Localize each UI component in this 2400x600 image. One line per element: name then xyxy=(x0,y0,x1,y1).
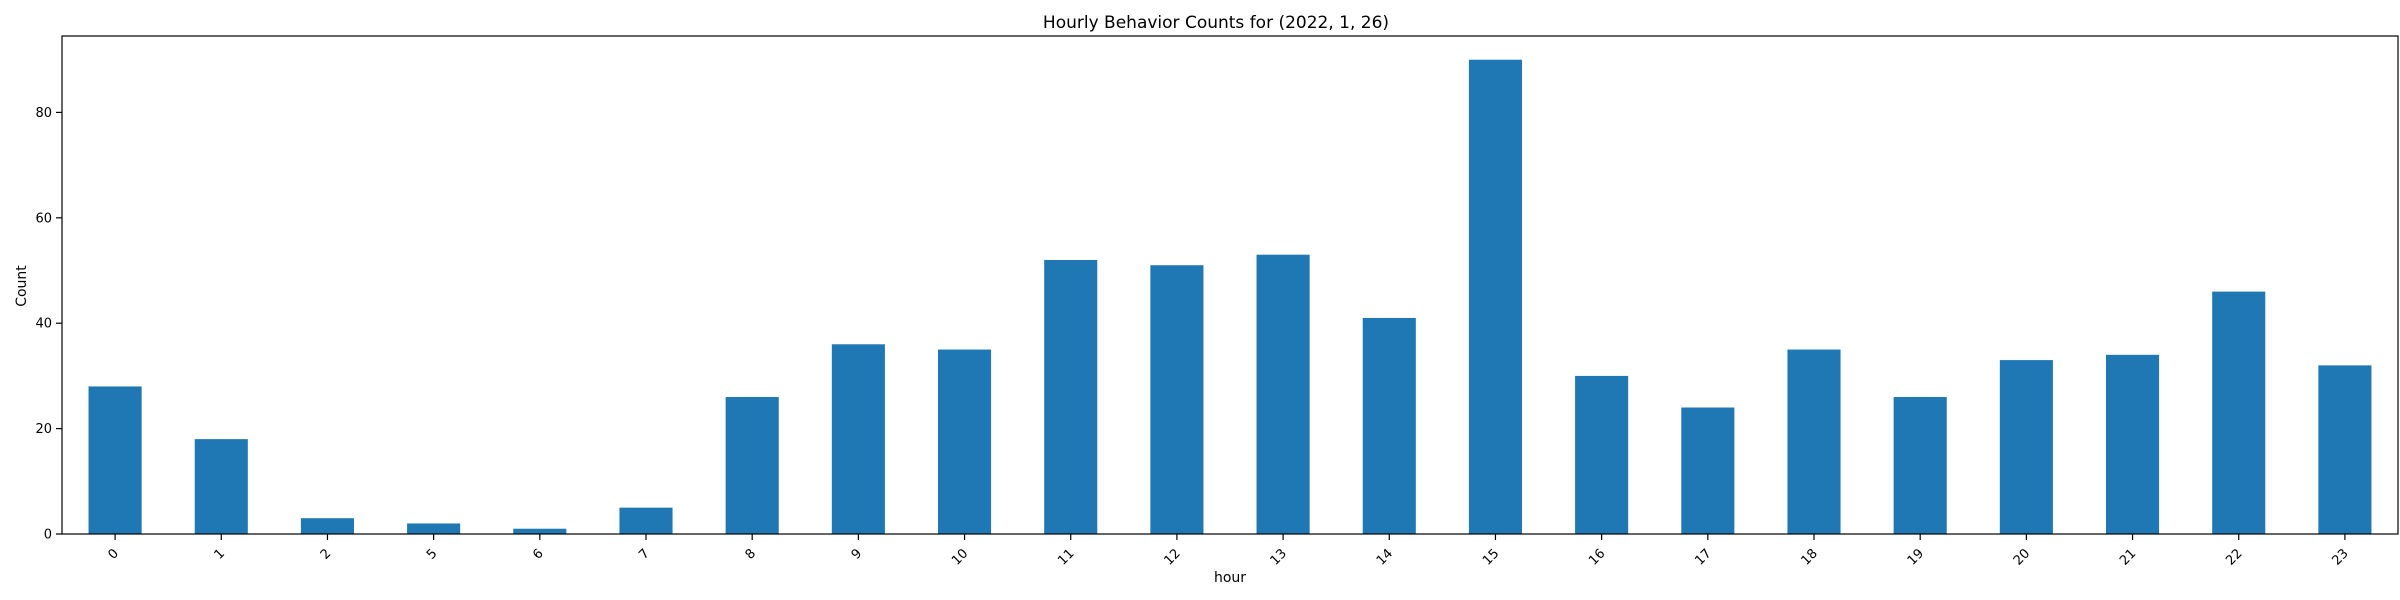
bar-hour-16 xyxy=(1575,375,1629,534)
y-axis-ticks: 0 20 40 60 80 xyxy=(35,106,62,543)
bar-hour-11 xyxy=(1044,259,1098,534)
bar-hour-14 xyxy=(1362,317,1416,534)
x-axis-label: hour xyxy=(1214,570,1246,586)
y-tick-label: 80 xyxy=(35,106,52,121)
bar-hour-1 xyxy=(194,439,248,534)
bar-hour-23 xyxy=(2318,365,2372,534)
y-tick-label: 40 xyxy=(35,317,52,332)
y-tick-label: 0 xyxy=(44,528,52,543)
y-tick-label: 60 xyxy=(35,211,52,226)
bar-hour-17 xyxy=(1681,407,1735,534)
y-tick-label: 20 xyxy=(35,422,52,437)
plot-frame xyxy=(61,35,2399,535)
bar-hour-15 xyxy=(1468,59,1522,534)
bar-hour-22 xyxy=(2212,291,2266,534)
bar-hour-6 xyxy=(513,528,567,534)
bar-hour-0 xyxy=(88,386,142,534)
bar-hour-8 xyxy=(725,396,779,534)
bar-hour-13 xyxy=(1256,254,1310,534)
bar-hour-9 xyxy=(831,344,885,534)
chart-title: Hourly Behavior Counts for (2022, 1, 26) xyxy=(1043,13,1389,33)
bars-group xyxy=(88,59,2372,534)
bar-hour-12 xyxy=(1150,265,1204,534)
bar-hour-2 xyxy=(300,518,354,534)
bar-hour-10 xyxy=(938,349,992,534)
bar-hour-18 xyxy=(1787,349,1841,534)
bar-hour-20 xyxy=(1999,360,2053,534)
y-axis-label: Count xyxy=(14,265,30,307)
bar-hour-7 xyxy=(619,507,673,534)
bar-hour-5 xyxy=(407,523,461,534)
bar-hour-21 xyxy=(2106,354,2160,534)
bar-hour-19 xyxy=(1893,396,1947,534)
